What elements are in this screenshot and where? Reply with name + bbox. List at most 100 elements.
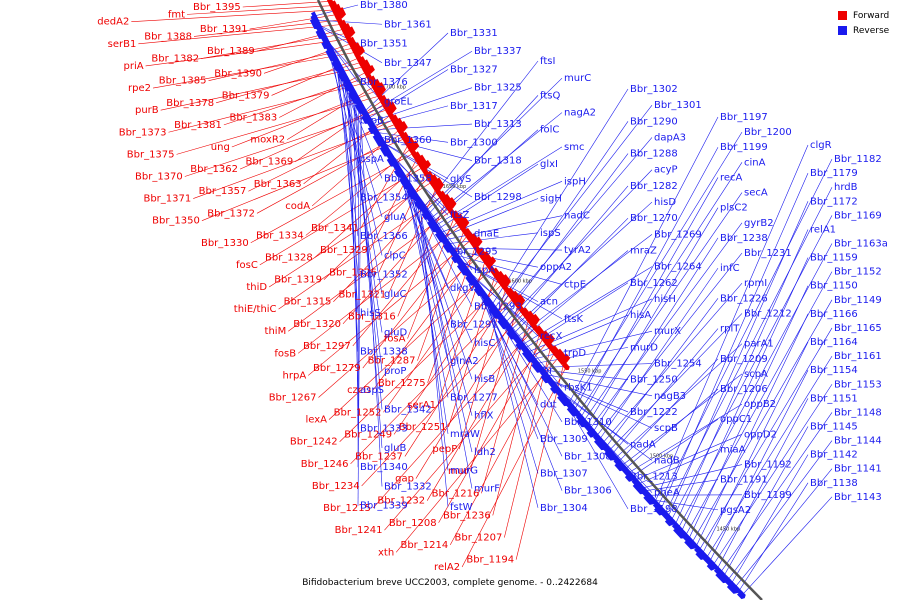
forward-gene-label: Bbr_1237 [355, 451, 403, 462]
reverse-leader-line [578, 162, 743, 414]
reverse-gene-label: Bbr_1338 [360, 347, 408, 358]
reverse-gene-label: Bbr_1254 [654, 359, 702, 370]
reverse-leader-line [627, 403, 743, 474]
reverse-gene-label: murX [654, 326, 681, 337]
forward-gene-label: moxR2 [250, 135, 285, 146]
reverse-gene-label: nagB3 [654, 391, 686, 402]
reverse-leader-line [625, 388, 719, 469]
reverse-gene-label: recA [720, 172, 743, 183]
reverse-gene-label: Bbr_1342 [384, 404, 432, 415]
reverse-gene-label: hflX [474, 411, 494, 422]
forward-leader-line [449, 351, 556, 546]
reverse-gene-label: Bbr_1333 [360, 424, 408, 435]
reverse-leader-line [709, 370, 809, 562]
forward-leader-line [279, 70, 370, 118]
reverse-gene-label: Bbr_1222 [630, 407, 678, 418]
forward-gene-label: Bbr_1370 [135, 171, 183, 182]
reverse-gene-label: parA1 [744, 339, 774, 350]
reverse-leader-line [598, 267, 719, 441]
reverse-leader-line [564, 400, 629, 510]
forward-gene-label: purB [135, 105, 159, 116]
forward-gene-label: pepP [432, 444, 457, 455]
forward-gene-label: Bbr_1249 [344, 429, 392, 440]
legend-label-reverse: Reverse [853, 25, 890, 36]
reverse-leader-line [373, 123, 473, 131]
forward-gene [561, 362, 570, 371]
reverse-gene-label: Bbr_1304 [540, 503, 588, 514]
reverse-gene-label: Bbr_1179 [810, 168, 858, 179]
reverse-gene-label: tyrA2 [564, 245, 591, 256]
forward-gene [342, 26, 356, 38]
reverse-gene-label: pgsA2 [720, 505, 751, 516]
forward-gene-label: hrpA [283, 370, 307, 381]
reverse-leader-line [416, 196, 449, 471]
legend-label-forward: Forward [853, 10, 890, 21]
forward-gene-label: Bbr_1381 [174, 120, 222, 131]
legend-entry-reverse: Reverse [838, 23, 889, 38]
reverse-leader-line [630, 418, 719, 478]
reverse-gene-label: Bbr_1192 [744, 460, 792, 471]
reverse-leader-line [706, 355, 833, 558]
reverse-leader-line [677, 243, 833, 529]
reverse-gene-label: Bbr_1288 [630, 149, 678, 160]
reverse-gene-label: Bbr_1142 [810, 450, 858, 461]
reverse-gene-label: Bbr_1169 [834, 210, 882, 221]
reverse-gene-label: Bbr_1148 [834, 407, 882, 418]
forward-gene-label: Bbr_1321 [338, 289, 386, 300]
forward-gene-label: Bbr_1341 [311, 223, 359, 234]
forward-gene [496, 274, 511, 288]
forward-leader-line [256, 133, 403, 214]
forward-leader-line [239, 104, 387, 170]
reverse-gene-label: Bbr_1310 [564, 417, 612, 428]
reverse-leader-line [379, 140, 449, 180]
forward-gene-label: thiE/thiC [234, 304, 277, 315]
forward-gene-label: Bbr_1390 [214, 68, 262, 79]
forward-gene-label: Bbr_1275 [378, 378, 426, 389]
reverse-gene-label: fstW [450, 502, 473, 513]
scale-tick-label: 1550 kbp [578, 369, 602, 375]
reverse-gene-label: gluD [384, 327, 407, 338]
reverse-leader-line [500, 137, 653, 316]
reverse-leader-line [493, 104, 653, 309]
forward-leader-line [242, 0, 331, 8]
forward-leader-line [250, 152, 414, 244]
reverse-gene-label: Bbr_1295 [450, 247, 498, 258]
forward-gene [352, 45, 365, 57]
reverse-leader-line [418, 200, 473, 489]
reverse-gene-label: Bbr_1354 [360, 193, 408, 204]
forward-gene-label: Bbr_1214 [400, 540, 448, 551]
reverse-gene-label: oppC1 [720, 414, 752, 425]
reverse-gene-label: rpmI [744, 278, 767, 289]
forward-gene-label: codA [285, 201, 310, 212]
reverse-gene-label: nadB [654, 455, 680, 466]
reverse-leader-line [675, 229, 809, 525]
forward-gene [558, 353, 571, 366]
reverse-gene-label: recX [540, 331, 563, 342]
forward-gene-label: Bbr_1320 [293, 319, 341, 330]
reverse-gene-label: Bbr_1149 [834, 295, 882, 306]
reverse-gene-label: Bbr_1302 [630, 84, 678, 95]
reverse-gene-label: Bbr_1166 [810, 309, 858, 320]
reverse-gene-label: scpB [654, 423, 678, 434]
reverse-gene-label: Bbr_1300 [450, 137, 498, 148]
reverse-leader-line [582, 192, 743, 423]
forward-leader-line [131, 9, 337, 23]
forward-gene-label: Bbr_1330 [201, 238, 249, 249]
reverse-gene-label: relA1 [810, 224, 836, 235]
forward-leader-line [384, 340, 550, 531]
reverse-gene-label: murC [564, 73, 591, 84]
gene-features [309, 0, 746, 600]
reverse-gene-label: Bbr_1361 [384, 19, 432, 30]
reverse-leader-line [657, 158, 833, 507]
forward-gene [429, 177, 444, 191]
reverse-gene-label: mraZ [630, 245, 657, 256]
forward-leader-line [395, 355, 561, 553]
reverse-leader-line [510, 201, 653, 331]
reverse-leader-line [449, 247, 563, 251]
reverse-gene-label: Bbr_1206 [720, 384, 768, 395]
reverse-gene-label: lspA [474, 265, 495, 276]
reverse-leader-line [738, 482, 809, 592]
reverse-gene-label: oppB2 [744, 399, 776, 410]
reverse-gene-label: acyP [654, 165, 678, 176]
scale-tick-label: 1700 kbp [382, 84, 406, 90]
